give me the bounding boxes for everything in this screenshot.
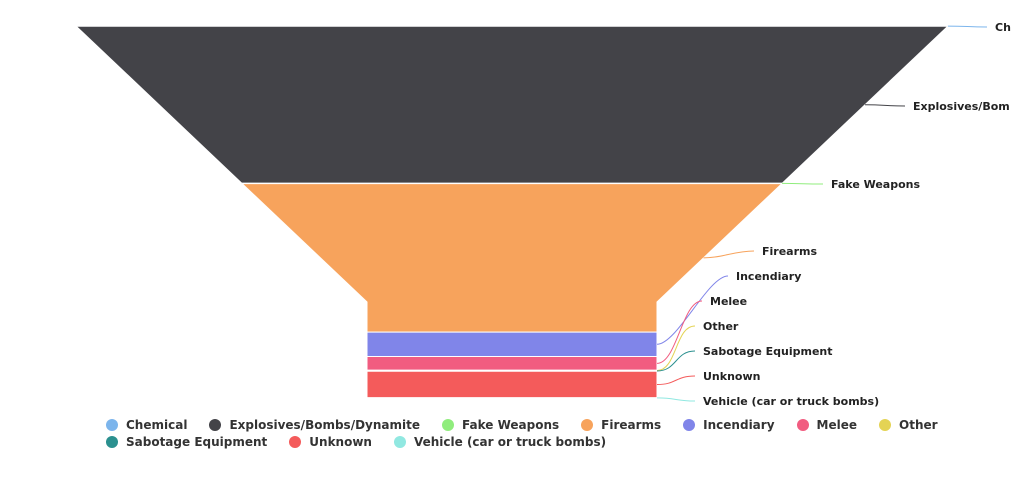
legend-marker-icon — [796, 419, 809, 431]
funnel-segment-4[interactable] — [366, 331, 658, 358]
connector-2 — [782, 182, 824, 185]
funnel-segments — [74, 25, 950, 399]
connector-8 — [656, 375, 696, 386]
connector-7 — [656, 350, 696, 372]
legend-marker-icon — [581, 419, 594, 431]
connector-5 — [656, 300, 703, 364]
connector-9 — [656, 397, 696, 402]
data-label-7: Sabotage Equipment — [703, 345, 833, 358]
legend-label: Fake Weapons — [462, 418, 560, 432]
legend-marker-icon — [393, 436, 406, 448]
legend-item-0[interactable]: Chemical — [106, 417, 187, 433]
legend-label: Incendiary — [703, 418, 775, 432]
legend-item-6[interactable]: Other — [879, 417, 938, 433]
connector-1 — [864, 104, 906, 107]
legend: Chemical Explosives/Bombs/Dynamite Fake We… — [106, 417, 986, 450]
legend-label: Vehicle (car or truck bombs) — [413, 435, 607, 449]
legend-marker-icon — [106, 419, 118, 431]
connector-4 — [656, 275, 729, 345]
legend-item-2[interactable]: Fake Weapons — [442, 417, 559, 433]
legend-label: Unknown — [309, 435, 372, 449]
legend-label: Chemical — [126, 418, 188, 432]
legend-item-3[interactable]: Firearms — [581, 417, 661, 433]
funnel-segment-5[interactable] — [366, 356, 658, 371]
legend-label: Explosives/Bombs/Dynamite — [229, 418, 420, 432]
connector-6 — [656, 325, 696, 372]
data-label-5: Melee — [710, 295, 747, 308]
legend-marker-icon — [106, 436, 118, 448]
funnel-segment-3[interactable] — [240, 183, 784, 333]
legend-item-7[interactable]: Sabotage Equipment — [106, 434, 267, 450]
data-label-8: Unknown — [703, 370, 760, 383]
legend-marker-icon — [879, 419, 891, 431]
legend-marker-icon — [209, 419, 222, 431]
legend-item-1[interactable]: Explosives/Bombs/Dynamite — [209, 417, 420, 433]
legend-item-5[interactable]: Melee — [796, 417, 857, 433]
data-label-9: Vehicle (car or truck bombs) — [703, 395, 879, 408]
data-label-1: Explosives/Bom — [913, 100, 1010, 113]
data-label-2: Fake Weapons — [831, 178, 920, 191]
legend-label: Sabotage Equipment — [126, 435, 268, 449]
funnel-segment-1[interactable] — [74, 25, 950, 184]
legend-marker-icon — [442, 419, 454, 431]
legend-marker-icon — [289, 436, 302, 448]
connector-0 — [947, 25, 988, 28]
data-labels: Ch Explosives/Bom Fake Weapons Firearms Ince… — [703, 21, 1011, 408]
connector-3 — [703, 250, 755, 259]
legend-label: Melee — [816, 418, 857, 432]
data-label-0: Ch — [995, 21, 1011, 34]
label-connectors — [656, 25, 988, 402]
data-label-6: Other — [703, 320, 739, 333]
legend-item-9[interactable]: Vehicle (car or truck bombs) — [393, 434, 607, 450]
funnel-segment-8[interactable] — [366, 370, 658, 399]
legend-item-4[interactable]: Incendiary — [683, 417, 775, 433]
legend-marker-icon — [683, 419, 696, 431]
data-label-3: Firearms — [762, 245, 817, 258]
legend-label: Firearms — [601, 418, 662, 432]
legend-item-8[interactable]: Unknown — [289, 434, 372, 450]
legend-label: Other — [899, 418, 938, 432]
data-label-4: Incendiary — [736, 270, 801, 283]
